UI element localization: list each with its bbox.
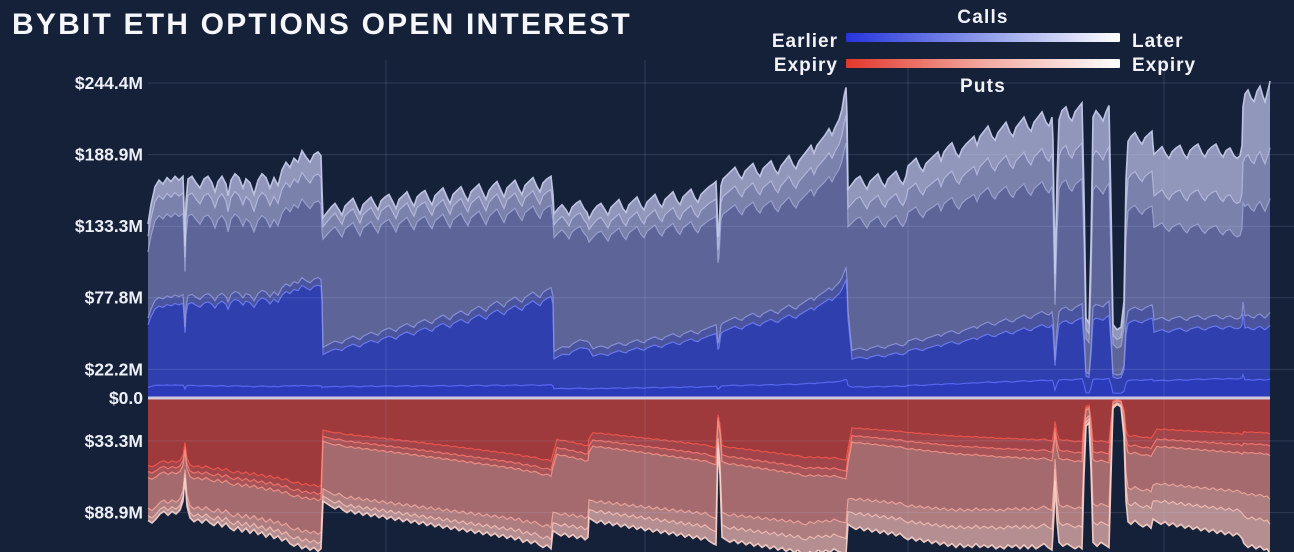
y-axis-label: $188.9M — [75, 145, 143, 165]
calls-band-4 — [148, 115, 1270, 348]
puts-gradient-bar — [846, 59, 1120, 68]
legend-earlier-expiry-line: Expiry — [773, 55, 838, 76]
calls-expiry-line-4 — [147, 115, 1271, 341]
calls-band-5 — [148, 81, 1270, 340]
page-title: BYBIT ETH OPTIONS OPEN INTEREST — [12, 8, 632, 41]
calls-expiry-line-3 — [147, 143, 1271, 349]
calls-expiry-line-2 — [147, 265, 1271, 376]
calls-band-0 — [148, 374, 1270, 398]
puts-expiry-line-2 — [147, 400, 1271, 502]
expiry-legend: Calls Puts Earlier Expiry Later Expiry — [740, 0, 1220, 102]
puts-band-0 — [148, 398, 1270, 487]
calls-gradient-bar — [846, 33, 1120, 42]
legend-earlier-line: Earlier — [771, 31, 838, 52]
puts-expiry-line-0 — [147, 399, 1271, 488]
y-axis-label: $77.8M — [85, 288, 143, 308]
legend-calls-label: Calls — [957, 7, 1009, 28]
legend-later-line: Later — [1132, 31, 1184, 52]
calls-band-2 — [148, 267, 1270, 379]
y-axis-label: $33.3M — [85, 431, 143, 451]
calls-band-1 — [148, 280, 1270, 394]
calls-expiry-line-5 — [147, 80, 1271, 331]
legend-earlier-expiry-label: Earlier Expiry — [740, 30, 838, 78]
calls-band-3 — [148, 143, 1270, 376]
y-axis-label: $244.4M — [75, 73, 143, 93]
calls-expiry-line-0 — [147, 372, 1271, 395]
zero-line — [148, 396, 1270, 400]
calls-expiry-line-1 — [147, 278, 1271, 380]
y-axis-label: $0.0 — [109, 388, 143, 408]
legend-puts-label: Puts — [960, 76, 1006, 97]
puts-expiry-line-5 — [147, 403, 1270, 552]
legend-later-expiry-line: Expiry — [1132, 55, 1197, 76]
y-axis-label: $133.3M — [75, 216, 143, 236]
legend-later-expiry-label: Later Expiry — [1132, 30, 1196, 78]
puts-band-1 — [148, 399, 1270, 495]
y-axis-label: $88.9M — [85, 503, 143, 523]
puts-band-3 — [148, 400, 1270, 535]
y-axis-label: $22.2M — [85, 359, 143, 379]
